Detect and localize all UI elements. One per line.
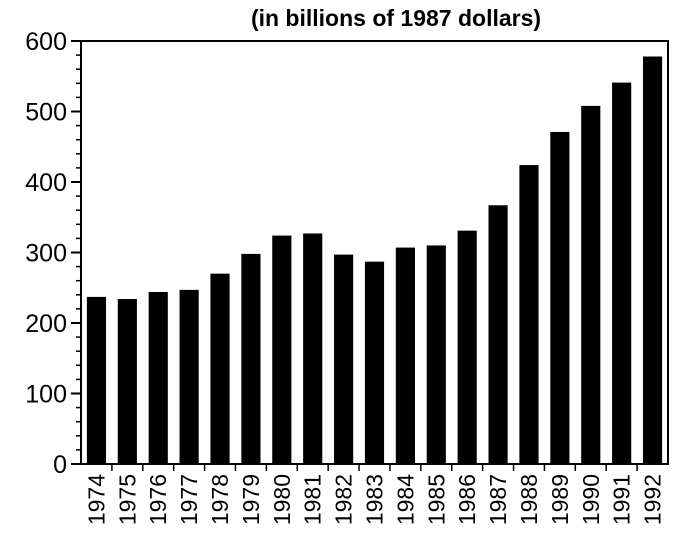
bar-1981 bbox=[303, 233, 323, 464]
y-tick-label: 0 bbox=[53, 451, 67, 479]
bar-1977 bbox=[179, 289, 199, 464]
x-tick-label-1979: 1979 bbox=[238, 474, 264, 525]
x-tick-label-1987: 1987 bbox=[485, 474, 511, 525]
bars bbox=[86, 56, 663, 465]
x-tick-label-1983: 1983 bbox=[362, 474, 388, 525]
x-tick-label-1988: 1988 bbox=[516, 474, 542, 525]
plot-frame bbox=[80, 40, 669, 465]
bar-1980 bbox=[272, 235, 292, 464]
bar-1982 bbox=[334, 254, 354, 464]
y-tick-label: 400 bbox=[25, 169, 67, 197]
y-tick-label: 200 bbox=[25, 310, 67, 338]
y-tick-label: 100 bbox=[25, 381, 67, 409]
chart-subtitle: (in billions of 1987 dollars) bbox=[251, 5, 541, 31]
y-axis: 0 100 200 300 400 500 600 bbox=[25, 28, 67, 479]
y-tick-label: 500 bbox=[25, 99, 67, 127]
y-tick-label: 600 bbox=[25, 28, 67, 56]
bar-1988 bbox=[519, 165, 539, 464]
x-tick-label-1982: 1982 bbox=[331, 474, 357, 525]
bar-1986 bbox=[457, 230, 477, 464]
x-tick-label-1989: 1989 bbox=[547, 474, 573, 525]
x-tick-label-1977: 1977 bbox=[176, 474, 202, 525]
bar-1974 bbox=[86, 296, 107, 464]
bar-1987 bbox=[488, 205, 508, 464]
bar-1979 bbox=[241, 253, 261, 464]
x-tick-label-1984: 1984 bbox=[392, 474, 418, 525]
x-tick-label-1980: 1980 bbox=[269, 474, 295, 525]
x-tick-label-1978: 1978 bbox=[207, 474, 233, 525]
bar-1983 bbox=[364, 261, 385, 464]
x-tick-label-1981: 1981 bbox=[300, 474, 326, 525]
x-tick-label-1986: 1986 bbox=[454, 474, 480, 525]
x-axis: 1974 1975 1976 1977 1978 1979 1980 1981 1982 1983… bbox=[83, 464, 666, 525]
y-tick-label: 300 bbox=[25, 240, 67, 268]
bar-1991 bbox=[612, 82, 632, 464]
bar-1985 bbox=[426, 245, 446, 464]
bar-1990 bbox=[581, 105, 601, 465]
bar-1992 bbox=[642, 56, 663, 464]
x-tick-label-1990: 1990 bbox=[578, 474, 604, 525]
bar-1978 bbox=[210, 273, 230, 464]
x-tick-label-1992: 1992 bbox=[640, 474, 666, 525]
bar-1975 bbox=[117, 299, 137, 464]
bar-1984 bbox=[395, 247, 415, 464]
x-tick-label-1985: 1985 bbox=[423, 474, 449, 525]
x-tick-label-1976: 1976 bbox=[145, 474, 171, 525]
bar-1989 bbox=[550, 131, 570, 464]
bar-1976 bbox=[148, 291, 168, 464]
x-tick-label-1974: 1974 bbox=[83, 474, 109, 525]
x-tick-label-1975: 1975 bbox=[114, 474, 140, 525]
x-tick-label-1991: 1991 bbox=[609, 474, 635, 525]
y-minor-ticks bbox=[71, 40, 81, 465]
